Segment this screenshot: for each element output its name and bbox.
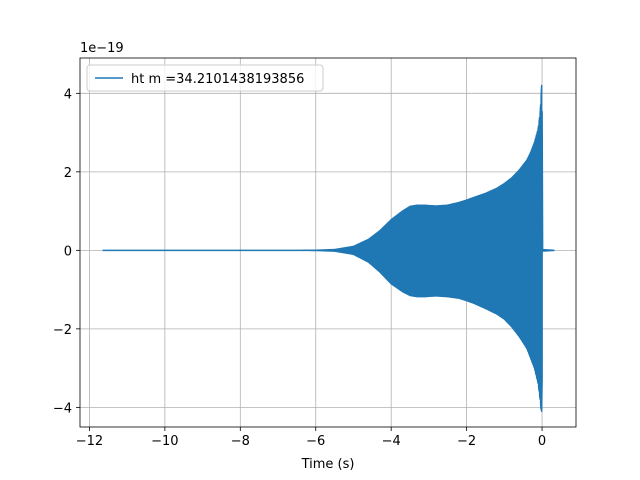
x-tick-label: −12 [76, 434, 103, 449]
y-tick-label: 2 [64, 166, 72, 181]
x-tick-label: −6 [306, 434, 325, 449]
x-tick-label: −10 [151, 434, 178, 449]
legend: ht m =34.2101438193856 [86, 64, 324, 92]
x-tick-label: −2 [457, 434, 476, 449]
y-offset-label: 1e−19 [80, 41, 124, 56]
x-tick-label: −8 [231, 434, 250, 449]
legend-label: ht m =34.2101438193856 [131, 72, 304, 87]
x-axis-label: Time (s) [301, 457, 355, 472]
legend-box [86, 64, 324, 92]
x-axis: −12 −10 −8 −6 −4 −2 0 [76, 427, 546, 449]
x-tick-label: 0 [538, 434, 546, 449]
y-tick-label: 0 [64, 244, 72, 259]
y-axis: −4 −2 0 2 4 [53, 87, 80, 416]
y-tick-label: 4 [64, 87, 72, 102]
plot-area [102, 84, 555, 413]
series-line [102, 84, 555, 413]
axes-frame [79, 57, 577, 428]
x-tick-label: −4 [382, 434, 401, 449]
y-tick-label: −2 [53, 323, 72, 338]
series-layer [102, 84, 555, 413]
y-tick-label: −4 [53, 401, 72, 416]
